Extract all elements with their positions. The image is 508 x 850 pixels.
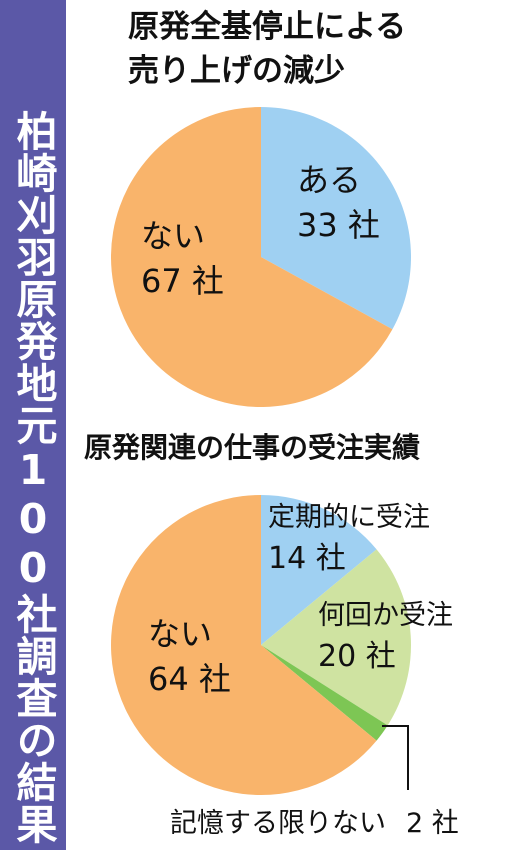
chart2-slice-0-label: 定期的に受注 [268,502,430,533]
sidebar-title: 柏崎刈羽原発地元100社調査の結果 [9,110,57,845]
chart2-slice-0 [261,495,377,645]
chart1-slice-0-label: ある [297,161,361,199]
chart1-slice-0 [261,107,412,330]
chart2-slice-2-value: 2 社 [406,808,459,839]
chart2-leader-line [382,725,409,790]
chart2-title: 原発関連の仕事の受注実績 [84,431,421,464]
sidebar-panel: 柏崎刈羽原発地元100社調査の結果 [0,0,66,850]
chart2-slice-0-value: 14 社 [268,541,346,576]
chart1-slice-0-value: 33 社 [297,206,380,244]
chart1-title-line2: 売り上げの減少 [128,53,345,89]
chart2-slice-3-label: ない [148,615,212,653]
chart2-slice-3 [110,495,377,795]
chart2-slice-2 [261,645,388,741]
chart2-slice-1-label: 何回か受注 [318,600,453,631]
chart1-slice-1-label: ない [141,217,205,255]
chart2-slice-2-label: 記憶する限りない 2 社 [170,808,459,839]
chart1-slice-1 [111,107,393,407]
chart2-slice-1 [261,549,412,726]
chart1-slice-1-value: 67 社 [141,262,224,300]
chart1-title-line1: 原発全基停止による [128,9,407,45]
chart2-slice-1-value: 20 社 [318,639,396,674]
chart2-slice-3-value: 64 社 [148,660,231,698]
